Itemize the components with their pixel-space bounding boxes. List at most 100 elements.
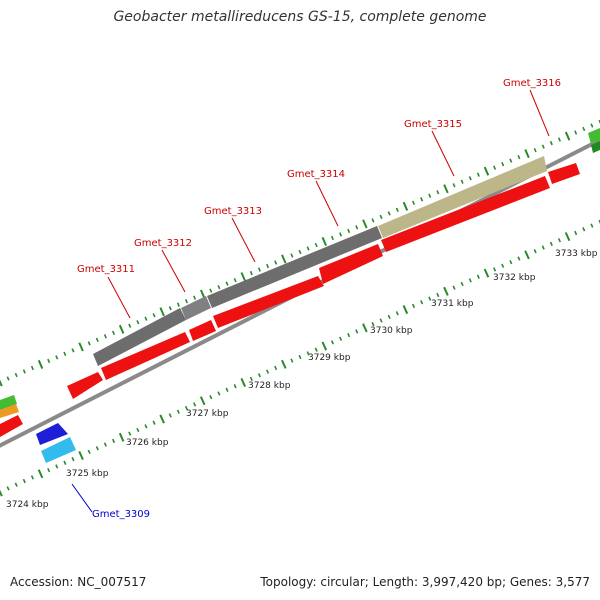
gene-label[interactable]: Gmet_3312 <box>134 238 192 249</box>
gene-label[interactable]: Gmet_3316 <box>503 78 561 89</box>
gene-arrow[interactable] <box>319 244 383 284</box>
label-leader-line <box>107 276 131 319</box>
gene-arrow[interactable] <box>381 176 550 252</box>
scale-tick <box>574 130 578 135</box>
scale-tick <box>111 438 116 444</box>
gene-arrow-blue[interactable] <box>36 423 68 445</box>
scale-tick <box>509 259 513 265</box>
scale-tick <box>476 274 480 279</box>
scale-tick <box>136 320 140 325</box>
scale-tick <box>159 307 165 317</box>
scale-label: 3732 kbp <box>493 273 536 283</box>
scale-tick <box>387 211 391 216</box>
gene-arrow-cyan[interactable] <box>41 437 76 463</box>
scale-tick <box>168 306 172 311</box>
scale-tick <box>549 241 553 247</box>
scale-tick <box>533 249 537 254</box>
khaki-feature-bar[interactable] <box>378 156 547 238</box>
scale-label: 3733 kbp <box>555 249 598 259</box>
scale-tick <box>37 359 44 369</box>
gene-arrow[interactable] <box>548 163 580 184</box>
scale-tick <box>574 230 578 236</box>
scale-tick <box>71 348 75 353</box>
scale-tick <box>193 295 197 300</box>
scale-tick <box>347 228 351 234</box>
scale-tick <box>290 358 294 363</box>
scale-tick <box>95 446 99 451</box>
gray-feature-bar[interactable] <box>207 226 382 308</box>
scale-label: 3730 kbp <box>370 326 413 336</box>
scale-tick <box>306 351 310 356</box>
scale-tick <box>233 384 237 389</box>
gene-label[interactable]: Gmet_3315 <box>404 119 462 130</box>
gene-arrow-left-edge[interactable] <box>0 415 23 437</box>
gene-arrow[interactable] <box>213 276 324 328</box>
scale-tick <box>257 373 262 378</box>
gray-feature-bar[interactable] <box>93 308 186 366</box>
inner-tick-ring <box>0 219 600 497</box>
scale-tick <box>168 413 172 418</box>
scale-tick <box>338 336 343 341</box>
scale-tick <box>95 337 99 342</box>
gene-label[interactable]: Gmet_3314 <box>287 169 345 180</box>
scale-tick <box>249 376 253 382</box>
scale-tick <box>428 193 432 198</box>
scale-tick <box>355 329 359 334</box>
scale-tick <box>395 207 399 212</box>
scale-tick <box>362 219 368 229</box>
gene-arrow[interactable] <box>67 372 103 399</box>
scale-label: 3724 kbp <box>6 500 49 510</box>
scale-tick <box>590 123 594 128</box>
scale-tick <box>321 341 328 351</box>
scale-label: 3726 kbp <box>126 438 169 448</box>
scale-tick <box>103 442 107 447</box>
scale-tick <box>0 379 3 387</box>
scale-tick <box>420 197 424 202</box>
scale-tick <box>199 396 206 406</box>
gene-arrow-left-edge[interactable] <box>0 404 19 418</box>
scale-tick <box>193 402 197 407</box>
scale-tick <box>306 246 310 251</box>
scale-tick <box>144 424 148 429</box>
scale-tick <box>420 300 424 305</box>
gene-arrow-right-edge[interactable] <box>588 128 600 144</box>
scale-tick <box>582 126 586 132</box>
scale-tick <box>298 249 302 255</box>
gene-label[interactable]: Gmet_3311 <box>77 264 135 275</box>
scale-tick <box>136 427 140 433</box>
scale-tick <box>541 245 545 250</box>
gene-arrow[interactable] <box>101 332 190 380</box>
scale-tick <box>281 359 287 369</box>
scale-tick <box>209 288 213 293</box>
gene-label[interactable]: Gmet_3309 <box>92 509 150 520</box>
scale-tick <box>274 260 278 265</box>
gray-feature-bar[interactable] <box>181 296 211 320</box>
label-leader-line <box>231 217 256 263</box>
scale-tick <box>314 347 318 352</box>
scale-tick <box>87 449 91 455</box>
scale-tick <box>443 286 449 296</box>
scale-tick <box>371 322 375 327</box>
scale-tick <box>37 469 44 479</box>
scale-tick <box>509 158 513 163</box>
scale-tick <box>517 256 521 261</box>
scale-tick <box>209 394 213 400</box>
scale-tick <box>436 190 440 195</box>
gene-arrow-left-edge[interactable] <box>0 395 17 410</box>
scale-tick <box>524 149 530 159</box>
scale-tick <box>379 318 383 323</box>
scale-tick <box>176 409 180 414</box>
scale-tick <box>436 292 440 298</box>
scale-tick <box>493 165 497 170</box>
scale-tick <box>395 311 399 316</box>
scale-tick <box>483 268 490 278</box>
gene-arrow-right-edge[interactable] <box>591 141 600 153</box>
scale-tick <box>266 263 270 269</box>
gene-label[interactable]: Gmet_3313 <box>204 206 262 217</box>
scale-tick <box>476 172 480 177</box>
scale-tick <box>501 263 505 268</box>
scale-tick <box>159 414 165 424</box>
scale-tick <box>557 137 561 142</box>
gene-arrow[interactable] <box>189 320 216 341</box>
